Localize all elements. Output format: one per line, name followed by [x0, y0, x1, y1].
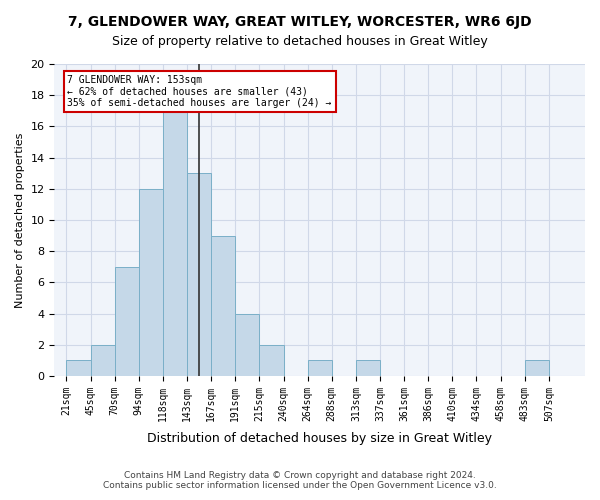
Bar	[235, 314, 259, 376]
Bar	[356, 360, 380, 376]
Text: 7, GLENDOWER WAY, GREAT WITLEY, WORCESTER, WR6 6JD: 7, GLENDOWER WAY, GREAT WITLEY, WORCESTE…	[68, 15, 532, 29]
Bar	[67, 360, 91, 376]
X-axis label: Distribution of detached houses by size in Great Witley: Distribution of detached houses by size …	[147, 432, 492, 445]
Bar	[308, 360, 332, 376]
Bar	[139, 189, 163, 376]
Bar	[115, 266, 139, 376]
Bar	[259, 344, 284, 376]
Text: Contains HM Land Registry data © Crown copyright and database right 2024.
Contai: Contains HM Land Registry data © Crown c…	[103, 470, 497, 490]
Bar	[163, 111, 187, 376]
Bar	[187, 173, 211, 376]
Text: 7 GLENDOWER WAY: 153sqm
← 62% of detached houses are smaller (43)
35% of semi-de: 7 GLENDOWER WAY: 153sqm ← 62% of detache…	[67, 75, 332, 108]
Text: Size of property relative to detached houses in Great Witley: Size of property relative to detached ho…	[112, 35, 488, 48]
Bar	[211, 236, 235, 376]
Y-axis label: Number of detached properties: Number of detached properties	[15, 132, 25, 308]
Bar	[525, 360, 549, 376]
Bar	[91, 344, 115, 376]
